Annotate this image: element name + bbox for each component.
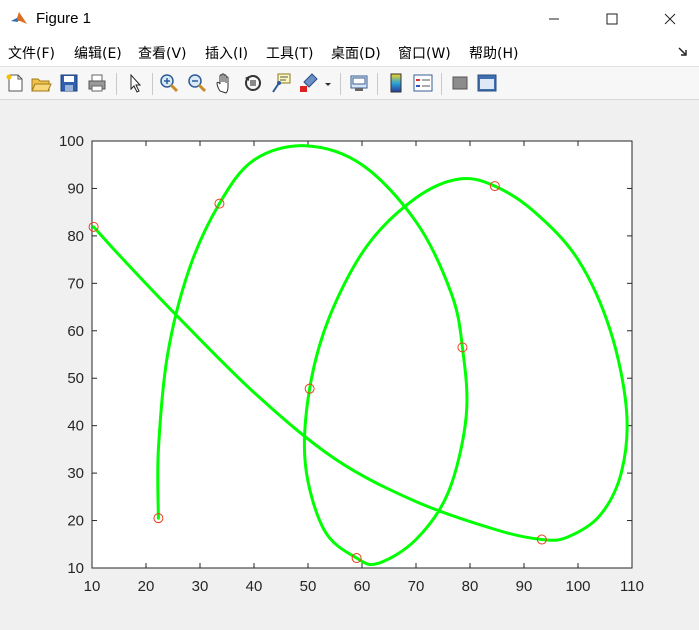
show-plot-tools-icon[interactable]	[476, 72, 498, 94]
x-tick-label: 110	[620, 578, 644, 595]
control-point-marker	[536, 534, 547, 545]
window-title: Figure 1	[36, 10, 92, 27]
new-figure-icon[interactable]	[4, 72, 26, 94]
x-tick-label: 20	[138, 578, 155, 595]
y-tick-label: 10	[67, 560, 84, 577]
plot-svg: 10 20 30 40 50 60 70 80 90 100 110 10 20 30 40 50 60 70 80…	[59, 133, 644, 595]
x-tick-label: 90	[516, 578, 533, 595]
x-tick-label: 70	[408, 578, 425, 595]
dock-arrow-icon[interactable]	[677, 46, 689, 58]
minimize-button[interactable]	[526, 0, 582, 38]
x-tick-label: 100	[565, 578, 590, 595]
brush-icon[interactable]	[298, 72, 320, 94]
menu-help[interactable]: 帮助(H)	[469, 46, 519, 62]
toolbar-separator	[377, 73, 378, 95]
y-tick-label: 30	[67, 465, 84, 482]
hide-plot-tools-icon[interactable]	[449, 72, 471, 94]
print-icon[interactable]	[86, 72, 108, 94]
maximize-icon	[606, 13, 618, 25]
menu-bar: 文件(F) 编辑(E) 查看(V) 插入(I) 工具(T) 桌面(D) 窗口(W…	[0, 38, 699, 66]
title-bar: Figure 1	[0, 0, 699, 38]
control-point-marker	[153, 513, 164, 524]
x-tick-label: 80	[462, 578, 479, 595]
toolbar-separator	[152, 73, 153, 95]
y-tick-label: 70	[67, 275, 84, 292]
insert-legend-icon[interactable]	[412, 72, 434, 94]
x-tick-label: 60	[354, 578, 371, 595]
brush-dropdown-icon[interactable]	[322, 72, 334, 94]
toolbar-separator	[340, 73, 341, 95]
matlab-logo-icon	[10, 9, 28, 27]
save-icon[interactable]	[58, 72, 80, 94]
menu-edit[interactable]: 编辑(E)	[74, 46, 122, 62]
control-point-marker	[214, 198, 225, 209]
zoom-in-icon[interactable]	[158, 72, 180, 94]
control-point-marker	[489, 181, 500, 192]
insert-colorbar-icon[interactable]	[385, 72, 407, 94]
y-tick-label: 60	[67, 323, 84, 340]
x-tick-label: 40	[246, 578, 263, 595]
menu-insert[interactable]: 插入(I)	[205, 46, 249, 62]
menu-window[interactable]: 窗口(W)	[398, 46, 451, 62]
control-point-marker	[351, 553, 362, 564]
open-file-icon[interactable]	[30, 72, 52, 94]
y-tick-label: 100	[59, 133, 84, 150]
y-tick-label: 50	[67, 370, 84, 387]
zoom-out-icon[interactable]	[186, 72, 208, 94]
control-point-marker	[457, 342, 468, 353]
link-plot-icon[interactable]	[348, 72, 370, 94]
y-tick-label: 90	[67, 180, 84, 197]
y-tick-label: 20	[67, 513, 84, 530]
close-icon	[664, 13, 676, 25]
minimize-icon	[549, 18, 559, 20]
pan-hand-icon[interactable]	[214, 72, 236, 94]
data-cursor-icon[interactable]	[270, 72, 292, 94]
edit-plot-arrow-icon[interactable]	[124, 72, 146, 94]
curve-line	[92, 144, 629, 567]
maximize-button[interactable]	[584, 0, 640, 38]
x-tick-label: 10	[84, 578, 101, 595]
x-tick-label: 50	[300, 578, 317, 595]
y-tick-label: 80	[67, 228, 84, 245]
toolbar-separator	[116, 73, 117, 95]
control-point-marker	[304, 383, 315, 394]
x-tick-label: 30	[192, 578, 209, 595]
figure-canvas: 10 20 30 40 50 60 70 80 90 100 110 10 20 30 40 50 60 70 80…	[0, 100, 699, 625]
menu-file[interactable]: 文件(F)	[8, 46, 55, 62]
axes-box	[91, 140, 633, 569]
toolbar	[0, 66, 699, 100]
close-button[interactable]	[642, 0, 698, 38]
menu-tools[interactable]: 工具(T)	[266, 46, 314, 62]
menu-view[interactable]: 查看(V)	[138, 46, 187, 62]
toolbar-separator	[441, 73, 442, 95]
rotate-3d-icon[interactable]	[242, 72, 264, 94]
menu-desktop[interactable]: 桌面(D)	[331, 46, 381, 62]
control-point-marker	[88, 221, 99, 232]
y-tick-label: 40	[67, 418, 84, 435]
